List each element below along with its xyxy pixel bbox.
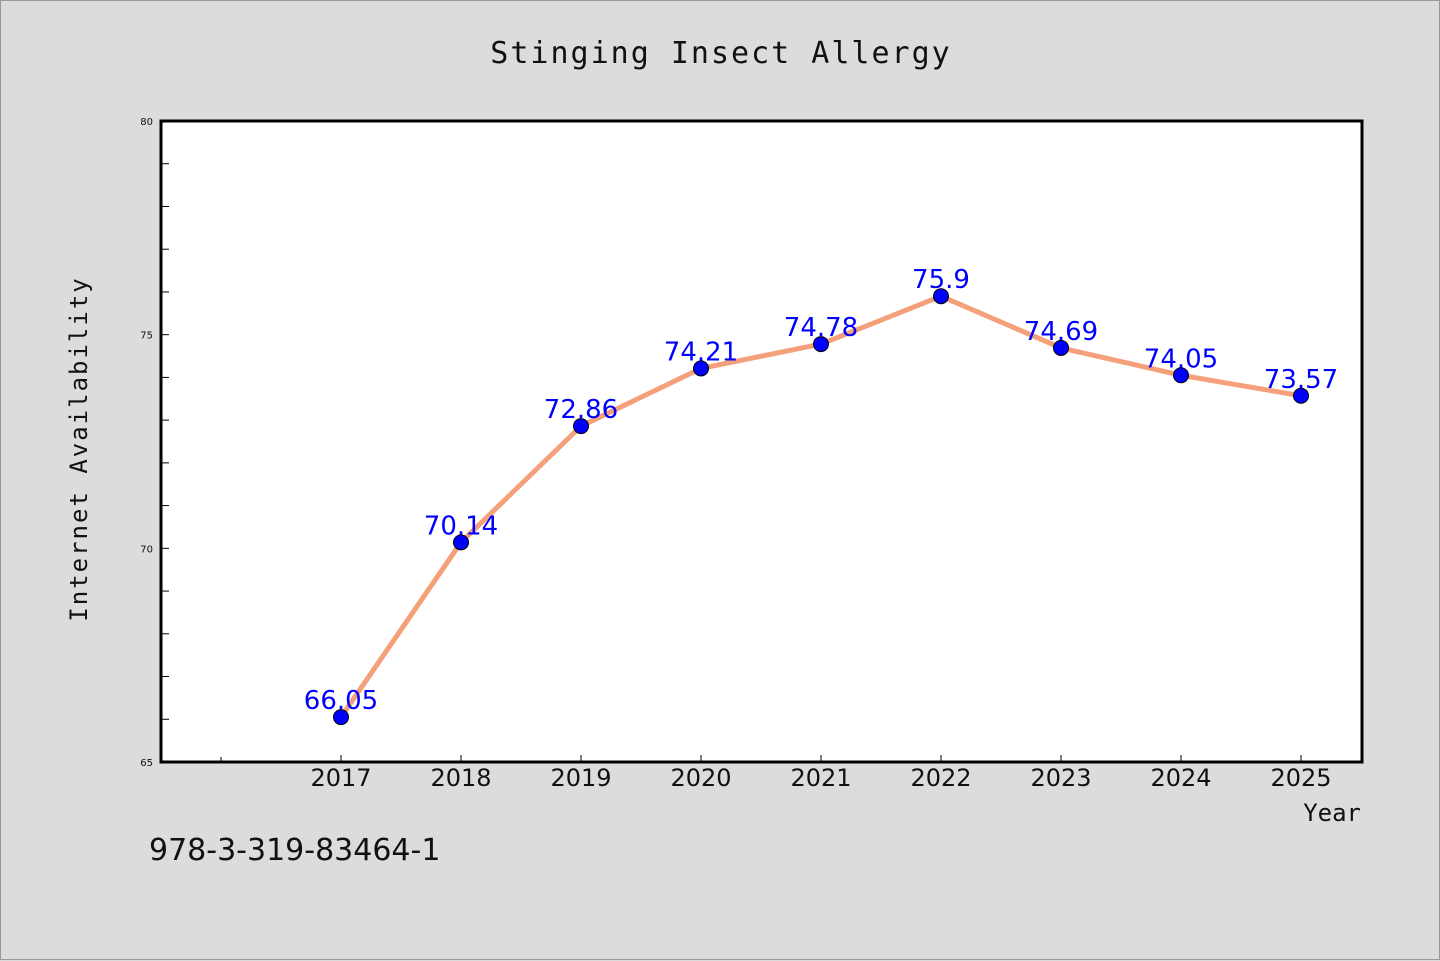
plot-area (159, 119, 1364, 764)
footer-identifier: 978-3-319-83464-1 (149, 833, 441, 868)
x-tick-label: 2024 (1150, 764, 1211, 792)
data-point (813, 336, 829, 353)
data-point (933, 288, 949, 305)
x-tick-label: 2018 (430, 764, 491, 792)
data-point (1293, 387, 1309, 404)
data-label: 73.57 (1264, 365, 1338, 395)
data-label: 74.78 (784, 313, 858, 343)
y-tick-label: 75 (140, 331, 153, 342)
data-label: 70.14 (424, 511, 498, 541)
data-point (573, 418, 589, 435)
x-tick-label: 2019 (550, 764, 611, 792)
x-tick-label: 2025 (1270, 764, 1331, 792)
x-axis-label: Year (1303, 799, 1361, 827)
y-axis-label: Internet Availability (65, 276, 93, 621)
data-point (1173, 367, 1189, 384)
data-point (453, 534, 469, 551)
x-tick-label: 2023 (1030, 764, 1091, 792)
chart-title: Stinging Insect Allergy (490, 36, 951, 71)
data-label: 66.05 (304, 686, 378, 716)
y-axis-ticks: 65 70 75 80 (140, 117, 169, 769)
x-axis-ticks: 2017 2018 2019 2020 2021 2022 2023 2024 2025 (220, 755, 1332, 792)
data-label: 75.9 (912, 265, 970, 295)
y-tick-label: 70 (140, 544, 153, 555)
x-tick-label: 2021 (790, 764, 851, 792)
data-point (693, 360, 709, 377)
data-label: 74.69 (1024, 317, 1098, 347)
series-layer: 66.05 70.14 72.86 74.21 74.78 75.9 74.69 74.05 7… (304, 265, 1338, 726)
data-point (333, 709, 349, 726)
x-tick-label: 2017 (310, 764, 371, 792)
data-point (1053, 339, 1069, 356)
data-label: 74.21 (664, 337, 738, 367)
y-tick-label: 65 (140, 758, 153, 769)
x-tick-label: 2022 (910, 764, 971, 792)
data-label: 72.86 (544, 395, 618, 425)
x-tick-label: 2020 (670, 764, 731, 792)
y-tick-label: 80 (140, 117, 153, 128)
data-label: 74.05 (1144, 344, 1218, 374)
